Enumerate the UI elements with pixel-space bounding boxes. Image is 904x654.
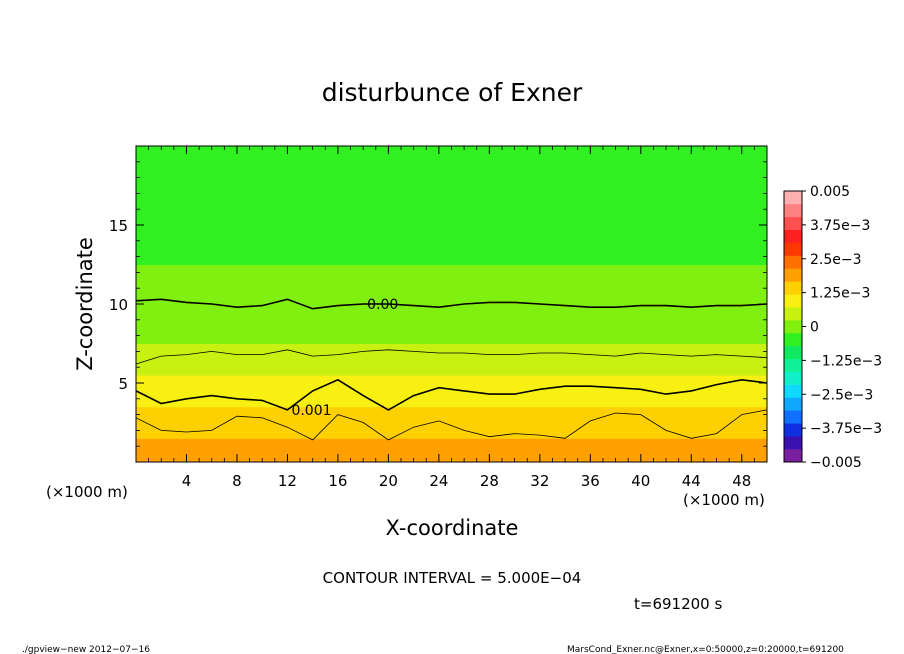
x-tick-label: 20 [379,472,398,490]
x-tick-label: 16 [328,472,347,490]
x-axis-ticks: 4 8 12 16 20 24 28 32 36 40 44 48 [148,146,755,490]
x-unit-left: (×1000 m) [46,483,128,501]
colorbar-swatch [784,320,802,334]
colorbar-swatch [784,294,802,308]
colorbar-label: 2.5e−3 [810,252,862,268]
colorbar-swatch [784,203,802,218]
colorbar-label: 0.005 [810,184,850,200]
colorbar-label: −1.25e−3 [810,353,882,369]
colorbar-label: 0 [810,320,819,336]
value-band [136,422,767,439]
x-tick-label: 8 [232,472,242,490]
time-text: t=691200 s [634,595,722,613]
x-tick-label: 40 [631,472,650,490]
value-band [136,248,767,265]
plot-area [136,146,767,462]
colorbar-swatch [784,410,802,424]
x-tick-label: 36 [581,472,600,490]
value-band [136,217,767,234]
value-band [136,185,767,202]
colorbar-swatch [784,216,802,231]
contour-label: 0.001 [291,403,331,419]
chart-title: disturbunce of Exner [322,78,583,107]
y-tick-label: 5 [118,375,128,393]
value-band [136,232,767,250]
colorbar-swatch [784,449,802,463]
value-band [136,343,767,360]
value-band [136,280,767,297]
value-band [136,390,767,408]
x-tick-label: 44 [682,472,701,490]
colorbar-swatch [784,423,802,437]
colorbar-swatch [784,332,802,347]
colorbar-swatch [784,358,802,372]
colorbar [783,190,803,463]
colorbar-swatch [784,436,802,450]
y-axis-label: Z-coordinate [73,237,97,371]
value-band [136,201,767,218]
value-band [136,359,767,376]
value-band [136,406,767,423]
footer-left: ./gpview−new 2012−07−16 [22,645,150,654]
contour-line [136,349,767,365]
value-band [136,146,767,155]
colorbar-label: −3.75e−3 [810,421,882,437]
contour-interval-text: CONTOUR INTERVAL = 5.000E−04 [323,569,582,587]
x-tick-label: 12 [278,472,297,490]
colorbar-labels: −0.005 −3.75e−3 −2.5e−3 −1.25e−3 0 1.25e−3 2.5… [802,184,882,471]
y-axis-ticks: 5 10 15 [109,161,767,447]
value-band [136,311,767,329]
contour-line [136,298,767,310]
colorbar-label: −2.5e−3 [810,387,873,403]
contour-label: 0.00 [367,297,398,313]
colorbar-swatch [784,255,802,269]
value-band [136,169,767,186]
x-tick-label: 32 [530,472,549,490]
y-tick-label: 15 [109,217,128,235]
colorbar-label: −0.005 [810,455,862,471]
x-axis-label: X-coordinate [386,516,519,540]
contour-line [136,409,767,441]
colorbar-swatch [784,371,802,385]
contour-line [136,378,767,411]
colorbar-swatch [784,229,802,243]
x-tick-label: 28 [480,472,499,490]
x-tick-label: 24 [429,472,448,490]
value-band [136,327,767,344]
colorbar-swatch [784,268,802,282]
x-unit-right: (×1000 m) [683,491,765,509]
footer-right: MarsCond_Exner.nc@Exner,x=0:50000,z=0:20… [567,645,844,654]
colorbar-swatch [784,384,802,398]
value-band [136,264,767,281]
colorbar-swatch [784,191,802,205]
value-band [136,153,767,171]
colorbar-label: 1.25e−3 [810,286,870,302]
colorbar-label: 3.75e−3 [810,218,870,234]
colorbar-swatch [784,397,802,411]
y-tick-label: 10 [109,296,128,314]
x-tick-label: 4 [182,472,192,490]
colorbar-swatch [784,281,802,295]
colorbar-swatch [784,242,802,256]
value-band [136,438,767,455]
x-tick-label: 48 [732,472,751,490]
value-band [136,296,767,313]
colorbar-swatch [784,345,802,360]
contour-labels: 0.00 0.001 [291,297,398,419]
colorbar-swatch [784,307,802,321]
